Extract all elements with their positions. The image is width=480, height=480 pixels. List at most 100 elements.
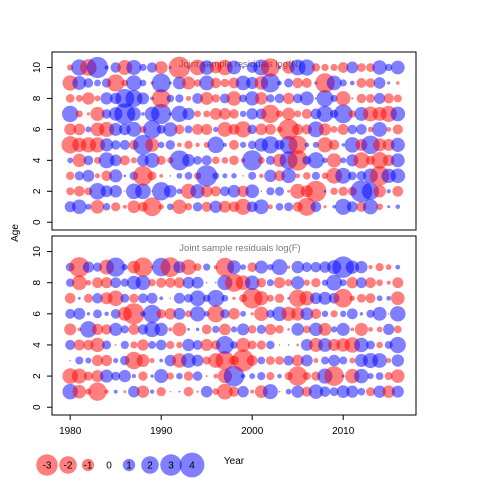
bubble [75,110,83,118]
x-tick-label: 2010 [332,426,355,437]
bubble [321,310,329,318]
bubble [307,152,325,169]
bubble [159,296,164,301]
bubble [210,186,221,197]
y-tick-label: 10 [32,246,43,258]
bubble [64,292,76,304]
bubble [113,357,119,364]
bubble [366,340,375,350]
bubble [150,374,154,378]
y-tick-label: 8 [32,279,43,285]
bubble [182,338,195,352]
bubble [349,295,355,301]
bubble [232,349,255,372]
bubble [181,76,196,90]
bubble [242,150,263,171]
bubble [221,294,229,302]
bubble [125,89,143,107]
bubble [187,328,190,331]
bubble [387,81,391,85]
bubble [182,276,195,289]
bubble [372,353,387,368]
bubble [101,170,112,182]
bubble [201,324,212,335]
bubble [390,168,406,184]
bubble [237,323,250,336]
bubble [266,372,275,381]
bubble [185,95,192,102]
bubble [245,91,260,106]
bubble [156,124,166,134]
bubble [355,277,367,289]
bubble [209,108,222,120]
bubble [207,289,225,307]
bubble [94,173,101,179]
bubble [310,308,322,320]
bubble [292,93,303,104]
bubble [156,155,166,165]
bubble [85,357,92,364]
bubble [236,337,251,352]
y-tick-label: 0 [32,404,43,410]
bubble [257,372,266,381]
bubble [278,390,281,393]
bubble [391,369,405,383]
legend-bubble [122,458,136,472]
x-axis: 1980 1990 2000 2010 [59,414,355,437]
bubble [126,106,141,121]
bubble [359,312,364,316]
bubble [212,156,220,165]
bubble [102,340,112,350]
bubble [156,387,166,397]
bubble [93,309,102,319]
bubble [266,340,275,350]
bubble [288,135,307,155]
bubble [301,108,312,119]
bubble [100,138,114,152]
bubble [333,288,353,308]
bubble [193,79,202,87]
bubble [150,389,155,394]
bubble [274,293,285,303]
bubble [83,293,93,303]
bubble [146,292,158,304]
bubble [169,175,172,177]
bubble [324,366,344,386]
bubble [143,120,162,139]
bubble [110,277,122,289]
bubble [392,124,403,135]
bubbles-log-f [62,256,406,401]
bubble [373,385,386,398]
bubble [194,110,201,118]
bubble [291,354,304,367]
bubble [374,92,386,104]
bubble [391,354,404,367]
bubble [120,325,129,334]
bubble [286,265,291,269]
bubble [287,344,290,346]
bubble [173,307,186,320]
bubble [212,325,220,334]
bubble [135,183,151,200]
bubble [172,322,187,337]
bubble [104,389,109,394]
y-axis-log-f: 0 2 4 6 8 10 [32,246,52,410]
bubble [265,155,275,165]
bubble [249,373,256,380]
bubble [189,290,206,307]
bubble [88,382,107,401]
bubble [128,323,140,335]
legend-bubble [36,454,58,476]
bubble [169,390,172,393]
bubble [137,339,149,351]
bubble [229,109,239,119]
bubble [94,95,101,102]
bubble [146,62,158,73]
bubble [321,356,329,365]
bubble [337,123,349,135]
bubble [290,183,306,199]
bubble [372,121,388,137]
bubble [261,104,280,124]
bubble [201,155,212,166]
bubble [74,186,85,197]
